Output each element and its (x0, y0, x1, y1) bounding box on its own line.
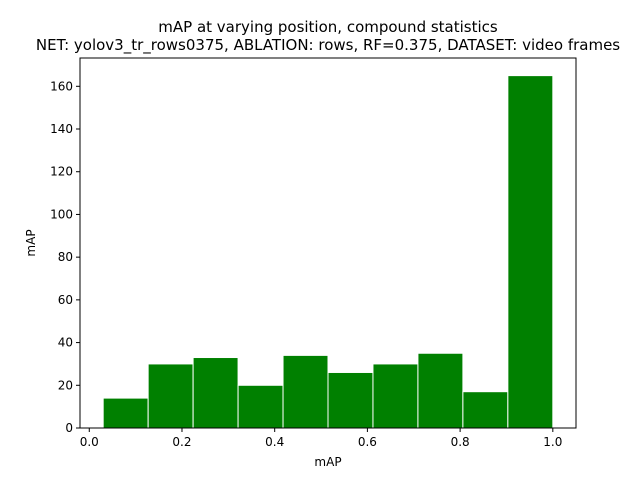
x-tick-label: 0.4 (265, 435, 284, 449)
y-tick-label: 0 (65, 421, 73, 435)
y-tick-label: 140 (50, 122, 73, 136)
x-axis-label: mAP (314, 455, 341, 469)
chart-subtitle: NET: yolov3_tr_rows0375, ABLATION: rows,… (36, 36, 620, 55)
histogram-bar (282, 354, 329, 429)
x-axis-ticks: 0.0 0.2 0.4 0.6 0.8 1.0 (80, 428, 562, 449)
histogram-bar (417, 352, 464, 429)
histogram-bar (327, 371, 374, 429)
chart-title: mAP at varying position, compound statis… (158, 18, 498, 36)
x-tick-label: 0.6 (358, 435, 377, 449)
y-tick-label: 100 (50, 207, 73, 221)
histogram-bar (462, 391, 509, 429)
y-axis-label: mAP (24, 229, 38, 256)
y-axis-ticks: 0 20 40 60 80 100 120 140 160 (50, 79, 80, 435)
y-tick-label: 160 (50, 79, 73, 93)
y-tick-label: 60 (58, 293, 73, 307)
y-tick-label: 80 (58, 250, 73, 264)
y-tick-label: 40 (58, 336, 73, 350)
bars-group (102, 75, 554, 429)
x-tick-label: 0.8 (451, 435, 470, 449)
histogram-bar (102, 397, 149, 429)
histogram-bar (237, 384, 284, 429)
histogram-bar (147, 363, 194, 429)
y-tick-label: 20 (58, 378, 73, 392)
histogram-bar (372, 363, 419, 429)
plot-frame (79, 57, 577, 429)
histogram-bar (192, 357, 239, 429)
histogram-bar (507, 75, 554, 429)
x-tick-label: 0.2 (172, 435, 191, 449)
x-tick-label: 1.0 (543, 435, 562, 449)
y-tick-label: 120 (50, 165, 73, 179)
x-tick-label: 0.0 (80, 435, 99, 449)
